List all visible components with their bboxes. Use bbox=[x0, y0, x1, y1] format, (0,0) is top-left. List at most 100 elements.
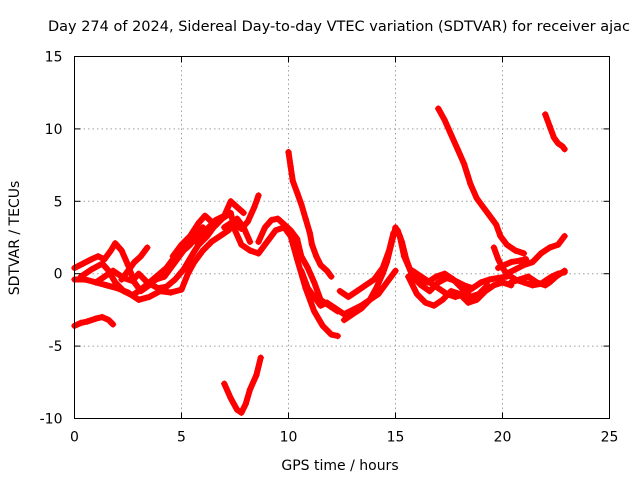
data-point bbox=[255, 192, 262, 199]
series-line bbox=[221, 192, 262, 232]
data-point bbox=[227, 209, 234, 217]
data-point bbox=[499, 264, 506, 272]
data-point bbox=[246, 386, 254, 393]
data-point bbox=[435, 279, 442, 286]
data-point bbox=[306, 230, 314, 237]
data-point bbox=[268, 216, 275, 224]
data-point bbox=[516, 257, 523, 264]
data-point bbox=[482, 287, 489, 295]
data-point bbox=[319, 322, 326, 329]
data-point bbox=[550, 134, 558, 141]
data-point bbox=[503, 241, 510, 248]
data-point bbox=[238, 409, 245, 416]
data-point bbox=[208, 238, 215, 245]
data-point bbox=[340, 316, 348, 324]
data-point bbox=[503, 270, 510, 277]
data-point bbox=[311, 279, 318, 286]
data-point bbox=[229, 218, 237, 225]
data-point bbox=[400, 253, 408, 260]
data-point bbox=[124, 267, 132, 274]
data-point bbox=[107, 247, 115, 254]
data-point bbox=[486, 276, 493, 283]
data-point bbox=[396, 232, 403, 240]
data-point bbox=[507, 258, 515, 266]
data-point bbox=[422, 299, 429, 306]
data-point bbox=[154, 285, 162, 292]
data-point bbox=[362, 282, 369, 289]
data-point bbox=[289, 177, 296, 185]
data-point bbox=[373, 285, 380, 292]
series-track-07 bbox=[169, 212, 215, 260]
data-point bbox=[92, 315, 100, 322]
data-point bbox=[388, 241, 395, 248]
data-point bbox=[193, 232, 200, 240]
series-track-15 bbox=[409, 267, 510, 301]
data-point bbox=[349, 311, 356, 318]
data-point bbox=[492, 221, 500, 228]
data-point bbox=[144, 279, 151, 286]
data-point bbox=[195, 219, 202, 227]
data-point bbox=[546, 244, 553, 251]
data-point bbox=[561, 267, 568, 274]
data-point bbox=[219, 215, 226, 222]
data-point bbox=[129, 277, 136, 285]
data-point bbox=[512, 266, 519, 273]
data-point bbox=[84, 318, 91, 325]
data-point bbox=[105, 316, 112, 324]
data-point bbox=[317, 302, 324, 309]
data-point bbox=[244, 218, 251, 225]
data-point bbox=[184, 270, 192, 277]
data-point bbox=[304, 285, 311, 292]
data-point bbox=[178, 286, 185, 293]
data-point bbox=[304, 264, 311, 272]
series-track-16 bbox=[435, 105, 528, 257]
x-tick-label: 10 bbox=[280, 430, 298, 446]
data-point bbox=[285, 148, 292, 156]
x-tick-label: 0 bbox=[70, 430, 79, 446]
data-point bbox=[137, 286, 144, 293]
y-axis-label: SDTVAR / TECUs bbox=[7, 181, 23, 296]
data-point bbox=[332, 305, 339, 312]
data-point bbox=[274, 215, 281, 222]
data-point bbox=[99, 313, 106, 321]
data-point bbox=[210, 224, 217, 231]
data-point bbox=[433, 273, 440, 280]
data-point bbox=[477, 279, 485, 286]
y-tick-label: 5 bbox=[54, 194, 63, 210]
data-point bbox=[225, 227, 232, 234]
data-point bbox=[546, 279, 553, 286]
data-point bbox=[340, 311, 348, 318]
data-point bbox=[323, 299, 331, 306]
data-point bbox=[101, 256, 108, 263]
data-point bbox=[392, 267, 399, 274]
data-point bbox=[413, 290, 421, 298]
data-point bbox=[103, 282, 110, 289]
y-tick-label: -10 bbox=[40, 412, 63, 428]
data-point bbox=[199, 247, 207, 254]
chart-title: Day 274 of 2024, Sidereal Day-to-day VTE… bbox=[48, 19, 630, 35]
x-tick-label: 5 bbox=[177, 430, 186, 446]
data-point bbox=[204, 232, 211, 240]
data-point bbox=[137, 253, 144, 260]
data-point bbox=[546, 122, 553, 130]
data-point bbox=[79, 260, 87, 267]
data-point bbox=[552, 273, 560, 280]
data-point bbox=[109, 321, 117, 328]
data-point bbox=[171, 276, 179, 283]
data-point bbox=[529, 258, 536, 266]
data-point bbox=[246, 238, 254, 245]
data-point bbox=[447, 131, 455, 138]
data-point bbox=[298, 253, 305, 260]
data-point bbox=[161, 273, 168, 280]
data-point bbox=[263, 238, 271, 245]
data-point bbox=[293, 189, 301, 196]
data-point bbox=[328, 273, 335, 280]
x-axis-label: GPS time / hours bbox=[281, 458, 398, 474]
series-track-08 bbox=[221, 192, 262, 232]
data-point bbox=[298, 267, 305, 274]
data-point bbox=[561, 232, 568, 240]
data-point bbox=[379, 270, 386, 277]
data-point bbox=[231, 227, 239, 234]
data-point bbox=[191, 258, 198, 266]
